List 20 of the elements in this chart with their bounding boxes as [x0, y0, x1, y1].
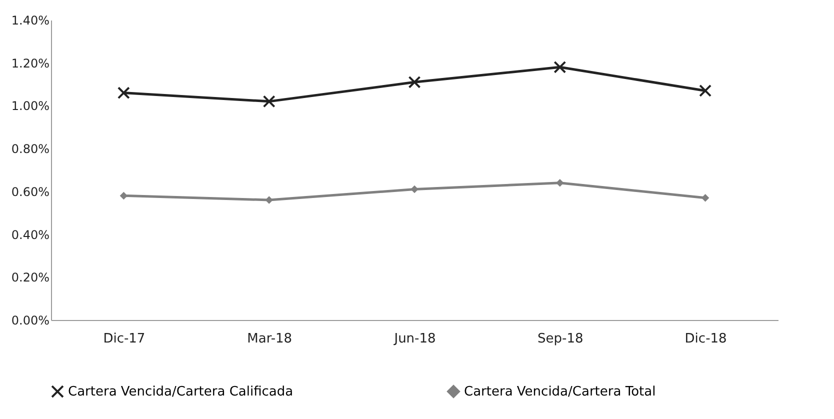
- x-tick-label: Dic-17: [103, 332, 146, 346]
- y-tick-label: 0.60%: [11, 184, 50, 199]
- y-tick-label: 0.80%: [11, 142, 50, 156]
- point: [554, 60, 566, 74]
- y-tick-label: 1.40%: [11, 14, 50, 28]
- y-tick-label: 0.40%: [11, 228, 50, 242]
- x-tick-label: Jun-18: [393, 332, 436, 346]
- y-tick-label: 1.20%: [11, 56, 50, 70]
- x-tick-label: Sep-18: [538, 332, 584, 346]
- legend-label: Cartera Vencida/Cartera Total: [464, 384, 656, 400]
- legend-label: Cartera Vencida/Cartera Calificada: [68, 384, 294, 400]
- y-tick-label: 0.00%: [11, 314, 50, 328]
- point: [408, 76, 421, 88]
- point: [262, 95, 276, 108]
- x-tick-label: Mar-18: [247, 332, 292, 346]
- y-tick-label: 1.00%: [11, 99, 50, 114]
- y-tick-label: 0.20%: [11, 270, 50, 285]
- x-tick-label: Dic-18: [684, 332, 727, 346]
- point: [699, 84, 712, 97]
- point: [117, 86, 130, 100]
